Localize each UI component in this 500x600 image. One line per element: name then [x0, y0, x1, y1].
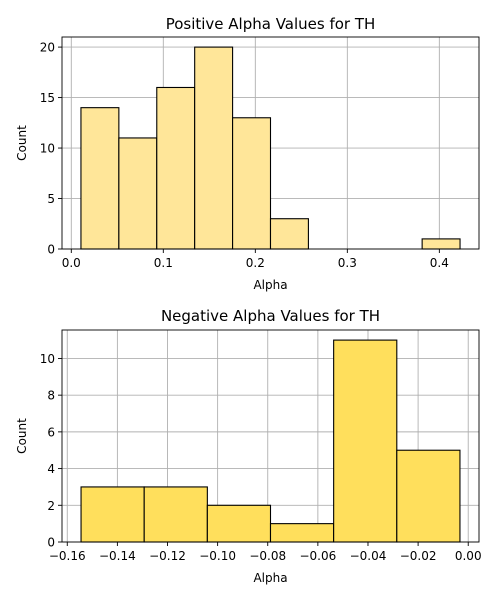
y-ticks: 0 2 4 6 8 10 — [40, 352, 62, 550]
x-tick-label: 0.4 — [430, 256, 449, 270]
histogram-bar — [118, 137, 158, 250]
x-tick-label: 0.3 — [338, 256, 357, 270]
x-tick-label: −0.10 — [199, 549, 236, 563]
y-tick-label: 0 — [47, 243, 55, 257]
histogram-bar — [80, 107, 120, 250]
x-tick-label: −0.14 — [99, 549, 136, 563]
y-axis-label: Count — [15, 418, 29, 454]
y-axis-label: Count — [15, 125, 29, 161]
y-tick-label: 10 — [40, 142, 55, 156]
x-tick-label: −0.08 — [249, 549, 286, 563]
x-tick-label: 0.0 — [62, 256, 81, 270]
bars — [80, 339, 461, 543]
histogram-bar — [206, 504, 272, 543]
histogram-bar — [194, 46, 234, 250]
histogram-bar — [269, 218, 309, 250]
y-tick-label: 2 — [47, 499, 55, 513]
histogram-bar — [156, 86, 196, 250]
y-tick-label: 15 — [40, 91, 55, 105]
plot-frame — [61, 329, 480, 543]
histogram-bar — [143, 486, 208, 543]
x-tick-label: 0.1 — [154, 256, 173, 270]
x-ticks: −0.16 −0.14 −0.12 −0.10 −0.08 −0.06 −0.04 −0.02… — [49, 542, 482, 563]
x-tick-label: −0.02 — [400, 549, 437, 563]
plot-frame — [61, 36, 480, 250]
histogram-bar — [396, 449, 461, 543]
x-ticks: 0.0 0.1 0.2 0.3 0.4 — [62, 249, 449, 270]
x-tick-label: 0.00 — [455, 549, 482, 563]
x-tick-label: −0.12 — [149, 549, 186, 563]
histogram-bar — [333, 339, 398, 543]
histogram-bar — [269, 523, 335, 543]
x-tick-label: −0.06 — [299, 549, 336, 563]
y-tick-label: 0 — [47, 536, 55, 550]
y-tick-label: 20 — [40, 41, 55, 55]
y-tick-label: 6 — [47, 425, 55, 439]
x-tick-label: −0.16 — [49, 549, 86, 563]
negative-alpha-chart: Negative Alpha Values for TH Count Alpha… — [15, 307, 482, 585]
positive-alpha-chart: Positive Alpha Values for TH Count Alpha… — [15, 15, 480, 292]
y-tick-label: 4 — [47, 462, 55, 476]
x-axis-label: Alpha — [253, 571, 287, 585]
y-tick-label: 10 — [40, 352, 55, 366]
y-ticks: 0 5 10 15 20 — [40, 41, 62, 257]
y-tick-label: 5 — [47, 192, 55, 206]
chart-title: Negative Alpha Values for TH — [161, 307, 380, 325]
x-axis-label: Alpha — [253, 278, 287, 292]
x-tick-label: −0.04 — [350, 549, 387, 563]
histogram-bar — [80, 486, 145, 543]
y-tick-label: 8 — [47, 389, 55, 403]
histogram-bar — [232, 117, 272, 250]
chart-title: Positive Alpha Values for TH — [166, 15, 376, 33]
x-tick-label: 0.2 — [246, 256, 265, 270]
histogram-bar — [421, 238, 461, 250]
